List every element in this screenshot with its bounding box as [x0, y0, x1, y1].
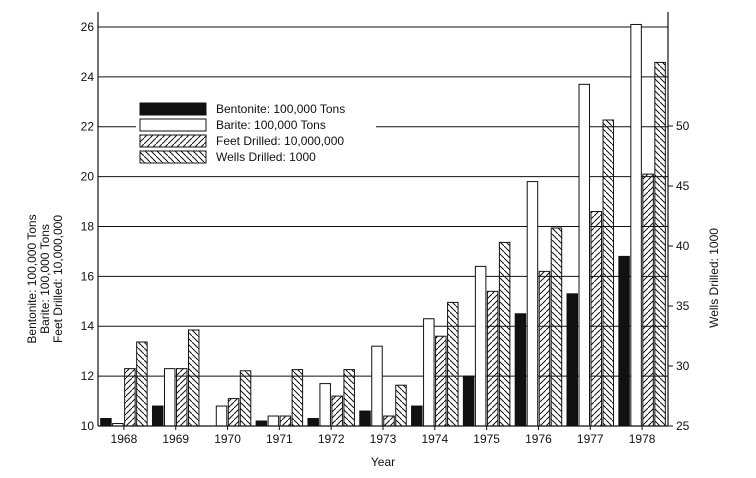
legend: Bentonite: 100,000 Tons Barite: 100,000 T… [136, 99, 376, 167]
ticks-layer: 10 12 14 16 18 20 22 24 26 25 30 35 40 45 50 1968 1969 19… [81, 20, 690, 446]
bars-layer [100, 23, 666, 427]
legend-label: Barite: 100,000 Tons [216, 118, 326, 132]
y-right-tick-label: 50 [676, 119, 690, 133]
bar-hollow [215, 405, 228, 427]
bar-solid [100, 418, 112, 427]
bar-hatch-left [654, 61, 666, 427]
y-right-tick-label: 30 [676, 359, 690, 373]
x-tick-label: 1971 [266, 432, 293, 446]
y-right-tick-label: 45 [676, 179, 690, 193]
bar-solid [151, 405, 164, 427]
y-axis-left-label-line: Barite: 100,000 Tons [38, 224, 52, 334]
x-tick-label: 1970 [214, 432, 241, 446]
bar-hollow [474, 265, 487, 427]
x-tick-label: 1973 [370, 432, 397, 446]
bar-hatch-right [279, 415, 292, 427]
bar-hatch-left [239, 370, 252, 427]
bar-hollow [423, 318, 435, 427]
y-axis-right-label: Wells Drilled: 1000 [707, 228, 721, 328]
bar-hollow [371, 345, 383, 427]
legend-swatch-hatch-left [139, 150, 207, 164]
y-left-tick-label: 24 [81, 70, 95, 84]
legend-label: Bentonite: 100,000 Tons [216, 102, 345, 116]
bar-hatch-left [602, 119, 615, 427]
axes-layer [97, 12, 673, 430]
x-tick-label: 1968 [111, 432, 138, 446]
bar-hatch-left [136, 341, 148, 427]
bar-solid [255, 420, 268, 427]
x-tick-label: 1977 [577, 432, 604, 446]
bar-hollow [267, 415, 280, 427]
y-left-tick-label: 16 [81, 269, 95, 283]
bar-hatch-left [550, 227, 563, 427]
bar-hatch-right [227, 398, 240, 427]
bar-hollow [578, 83, 591, 427]
bar-hatch-left [343, 369, 355, 427]
x-tick-label: 1978 [629, 432, 656, 446]
bar-hatch-left [498, 241, 511, 427]
legend-label: Feet Drilled: 10,000,000 [216, 134, 344, 148]
bar-hatch-right [486, 290, 499, 427]
y-right-tick-label: 25 [676, 419, 690, 433]
x-axis-label: Year [371, 455, 395, 469]
y-left-tick-label: 26 [81, 20, 95, 34]
y-left-tick-label: 12 [81, 369, 95, 383]
bar-hollow [163, 368, 176, 427]
x-tick-label: 1976 [525, 432, 552, 446]
bar-hollow [526, 181, 539, 427]
y-left-tick-label: 18 [81, 219, 95, 233]
y-axis-left-label-line: Bentonite: 100,000 Tons [25, 214, 39, 343]
bar-solid [618, 255, 630, 427]
bar-hatch-left [395, 384, 407, 427]
bar-solid [566, 293, 579, 427]
x-tick-label: 1974 [421, 432, 448, 446]
y-axis-left-label-line: Feet Drilled: 10,000,000 [51, 215, 65, 343]
y-left-tick-label: 10 [81, 419, 95, 433]
y-right-tick-label: 35 [676, 299, 690, 313]
bar-hatch-right [331, 395, 343, 427]
legend-swatch-solid [139, 102, 207, 116]
y-left-tick-label: 22 [81, 120, 95, 134]
legend-swatch-hollow [139, 118, 207, 132]
bar-solid [514, 313, 527, 427]
bar-hollow [319, 383, 331, 427]
y-axis-left-label: Bentonite: 100,000 Tons Barite: 100,000 … [25, 214, 65, 343]
legend-label: Wells Drilled: 1000 [216, 150, 316, 164]
bar-hatch-right [124, 368, 136, 427]
bar-hollow [630, 23, 642, 427]
bar-hatch-right [175, 368, 188, 427]
bar-hatch-right [435, 335, 447, 427]
legend-swatch-hatch-right [139, 134, 207, 148]
x-tick-label: 1969 [162, 432, 189, 446]
bar-solid [307, 418, 319, 427]
y-right-tick-label: 40 [676, 239, 690, 253]
bar-hatch-left [187, 329, 200, 427]
bar-hatch-right [590, 211, 603, 427]
y-left-tick-label: 20 [81, 170, 95, 184]
bar-hatch-right [642, 173, 654, 427]
y-left-tick-label: 14 [81, 319, 95, 333]
bar-hatch-right [383, 415, 395, 427]
bar-solid [462, 375, 475, 427]
bar-solid [359, 410, 371, 427]
x-tick-label: 1975 [473, 432, 500, 446]
bar-solid [411, 405, 423, 427]
bar-hatch-right [538, 270, 551, 427]
bar-hatch-left [447, 301, 459, 427]
x-tick-label: 1972 [318, 432, 345, 446]
bar-hatch-left [291, 369, 304, 427]
